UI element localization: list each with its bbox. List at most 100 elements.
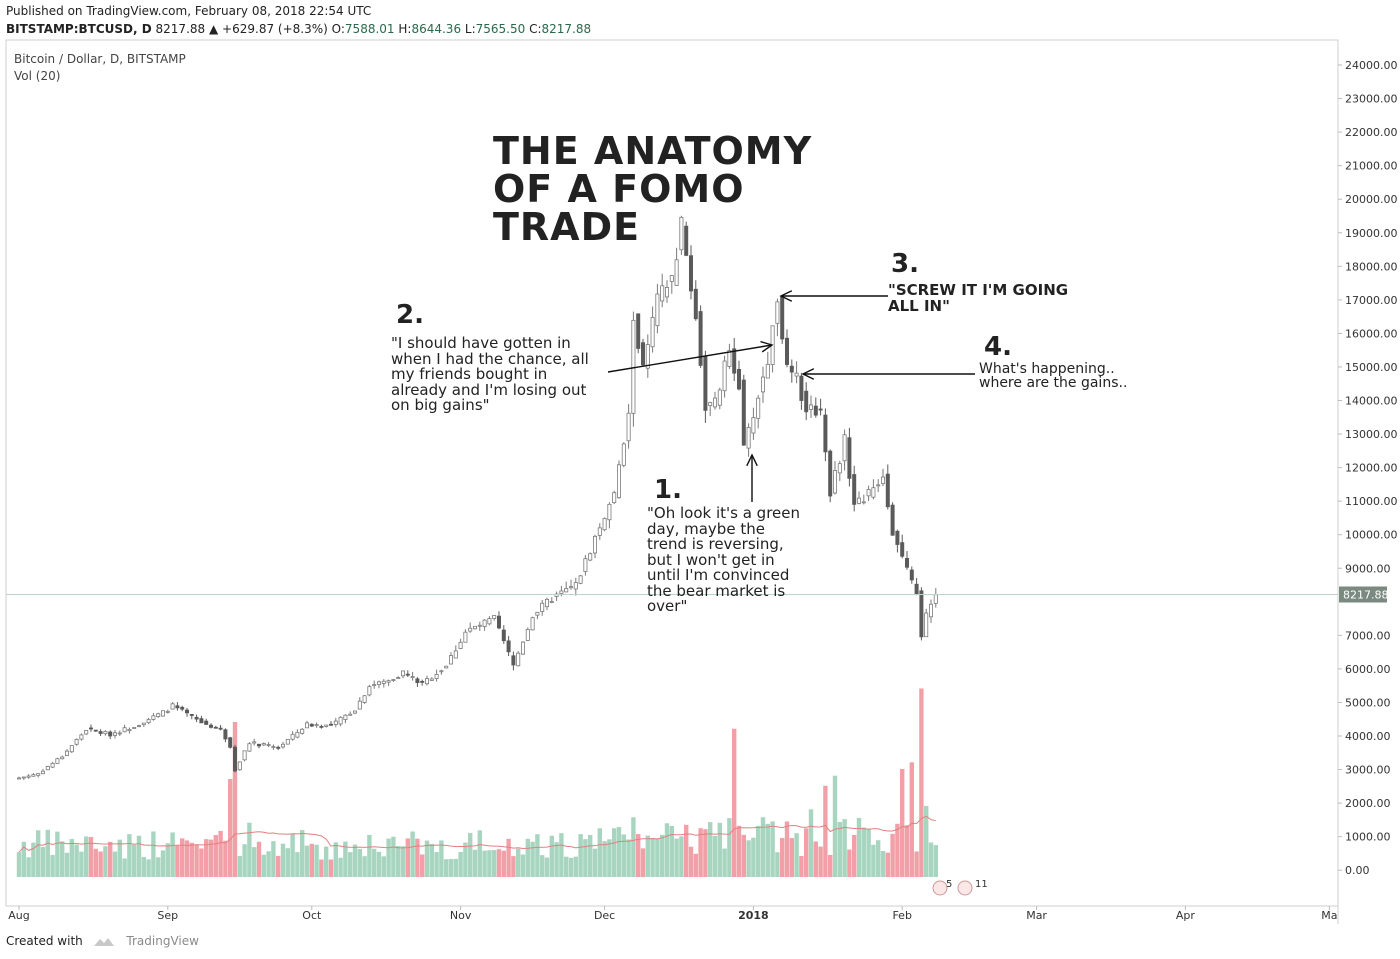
volume-bar xyxy=(180,838,185,877)
candle-body xyxy=(655,293,660,327)
candle-body xyxy=(122,727,127,733)
close-label: C: xyxy=(529,22,542,36)
candle-body xyxy=(396,677,401,679)
candle-body xyxy=(530,617,535,631)
candle-body xyxy=(458,641,463,649)
candle-body xyxy=(69,745,74,753)
candle-body xyxy=(55,758,60,764)
volume-bar xyxy=(160,850,166,877)
candle-body xyxy=(895,530,900,545)
time-tick-label: Oct xyxy=(302,909,322,922)
candle-body xyxy=(424,678,429,685)
volume-bar xyxy=(112,851,118,877)
volume-bar xyxy=(170,832,175,877)
candle-body xyxy=(372,684,377,687)
candle-body xyxy=(352,710,357,714)
candle-body xyxy=(136,725,141,728)
time-tick-label: Aug xyxy=(8,909,29,922)
volume-bar xyxy=(410,831,415,877)
volume-bar xyxy=(655,838,660,877)
candle-body xyxy=(813,405,818,416)
candle-body xyxy=(708,402,713,406)
volume-bar xyxy=(880,851,886,877)
volume-bar xyxy=(688,846,694,877)
candle-body xyxy=(304,722,309,729)
price-tick-label: 22000.00 xyxy=(1345,126,1398,139)
candle-body xyxy=(564,588,569,593)
candle-body xyxy=(669,275,674,282)
volume-bar xyxy=(501,850,506,877)
candle-body xyxy=(617,464,622,499)
volume-bar xyxy=(424,840,430,877)
volume-bar xyxy=(84,836,89,877)
event-badge-icon[interactable] xyxy=(932,880,948,896)
candle-body xyxy=(588,553,593,561)
volume-bar xyxy=(26,857,31,877)
chart-canvas[interactable]: Bitcoin / Dollar, D, BITSTAMP Vol (20) 2… xyxy=(0,0,1400,930)
event-badge-icon[interactable] xyxy=(957,880,973,896)
volume-bar xyxy=(813,841,818,877)
volume-bar xyxy=(530,841,535,877)
annotation-1-number: 1. xyxy=(654,475,682,505)
last-price-tag-text: 8217.88 xyxy=(1343,588,1389,601)
candle-body xyxy=(386,680,391,683)
volume-bar xyxy=(717,822,722,877)
candle-body xyxy=(189,713,194,716)
candle-body xyxy=(276,746,281,749)
footer: Created with TradingView xyxy=(6,934,199,948)
candle-body xyxy=(785,337,790,365)
volume-bar xyxy=(578,834,583,877)
candle-body xyxy=(496,615,501,629)
candle-body xyxy=(405,673,410,676)
volume-bar xyxy=(314,844,319,877)
volume-bar xyxy=(784,821,790,877)
volume-bar xyxy=(165,843,170,877)
volume-bar xyxy=(746,840,751,877)
event-badges[interactable]: 5 11 xyxy=(932,879,988,896)
volume-bar xyxy=(924,805,929,877)
price-tick-label: 21000.00 xyxy=(1345,160,1398,173)
candle-body xyxy=(439,670,444,673)
candle-body xyxy=(141,722,146,726)
candle-body xyxy=(645,344,650,369)
candle-body xyxy=(871,487,876,498)
candle-body xyxy=(213,726,218,729)
candle-body xyxy=(36,773,41,776)
volume-bar xyxy=(98,851,103,877)
volume-bar xyxy=(261,854,266,877)
candle-body xyxy=(381,680,386,684)
candle-body xyxy=(861,501,866,504)
volume-bar xyxy=(309,843,314,877)
candle-body xyxy=(689,255,694,292)
candle-body xyxy=(477,624,482,627)
volume-bar xyxy=(40,846,46,877)
candle-body xyxy=(799,375,804,401)
annotation-1-text: "Oh look it's a green day, maybe the tre… xyxy=(647,504,800,615)
volume-bar xyxy=(775,852,780,877)
volume-bar xyxy=(736,825,742,877)
volume-bar xyxy=(866,829,871,877)
volume-bar xyxy=(794,833,799,877)
candle-body xyxy=(103,731,108,735)
candle-body xyxy=(472,625,477,630)
brand-name[interactable]: TradingView xyxy=(126,934,199,948)
candle-body xyxy=(184,709,189,714)
volume-bar xyxy=(789,838,794,877)
candle-body xyxy=(511,655,516,666)
volume-bar xyxy=(607,839,612,877)
candle-body xyxy=(487,618,492,625)
volume-bar xyxy=(434,852,439,877)
volume-bar xyxy=(842,819,847,877)
annotation-4-text: What's happening.. where are the gains.. xyxy=(979,361,1128,391)
candle-body xyxy=(905,557,910,568)
candle-body xyxy=(204,720,209,725)
price-tick-label: 18000.00 xyxy=(1345,260,1398,273)
volume-bar xyxy=(525,838,530,877)
candle-body xyxy=(933,594,938,604)
volume-bar xyxy=(828,854,833,877)
candles xyxy=(16,215,938,780)
volume-bar xyxy=(304,845,310,877)
volume-bar xyxy=(540,855,545,877)
volume-bar xyxy=(381,856,386,877)
volume-bar xyxy=(156,857,161,877)
